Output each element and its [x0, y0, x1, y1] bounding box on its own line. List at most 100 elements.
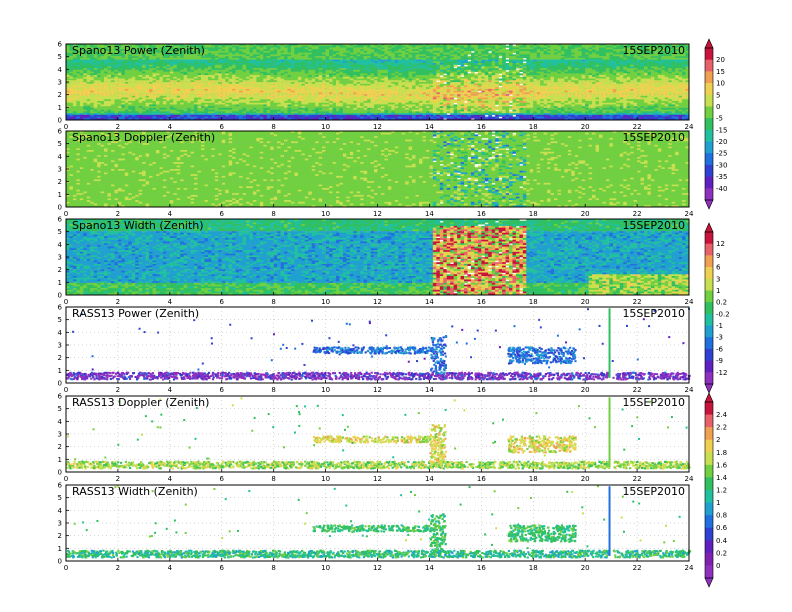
colorbar-swatch: [705, 290, 713, 302]
colorbar-swatch: [705, 118, 713, 130]
x-tick-label: 2: [116, 123, 120, 131]
colorbar-tick-label: 0: [716, 562, 720, 570]
panel-date: 15SEP2010: [622, 219, 685, 232]
colorbar-bottom-arrow: [705, 384, 713, 393]
y-tick-label: 1: [58, 104, 62, 112]
x-tick-label: 4: [168, 298, 173, 306]
x-tick-label: 18: [529, 123, 538, 131]
x-tick-label: 16: [477, 386, 486, 394]
panel-date: 15SEP2010: [622, 307, 685, 320]
x-tick-label: 24: [685, 123, 694, 131]
y-tick-label: 1: [58, 191, 62, 199]
colorbar-tick-label: 1: [716, 499, 720, 507]
x-tick-label: 10: [321, 210, 330, 218]
colorbar-bottom-arrow: [705, 578, 713, 587]
colorbar-tick-label: 12: [716, 240, 725, 248]
x-tick-label: 24: [685, 564, 694, 572]
colorbar-swatch: [705, 440, 713, 453]
panel-title: RASS13 Power (Zenith): [72, 307, 199, 320]
colorbar-tick-label: 10: [716, 80, 725, 88]
x-tick-label: 14: [425, 298, 434, 306]
x-tick-label: 22: [633, 386, 642, 394]
y-tick-label: 3: [58, 520, 62, 528]
x-tick-label: 20: [581, 210, 590, 218]
colorbar-swatch: [705, 60, 713, 72]
colorbar-tick-label: 0.4: [716, 537, 728, 545]
y-tick-label: 6: [58, 41, 63, 49]
y-tick-label: 0: [58, 204, 62, 212]
x-tick-label: 18: [529, 564, 538, 572]
colorbar-top-arrow: [705, 393, 713, 402]
y-tick-label: 3: [58, 254, 62, 262]
colorbar-swatch: [705, 244, 713, 256]
colorbar-swatch: [705, 402, 713, 415]
x-tick-label: 24: [685, 386, 694, 394]
x-tick-label: 16: [477, 210, 486, 218]
colorbar-swatch: [705, 71, 713, 83]
x-tick-label: 8: [271, 123, 275, 131]
y-tick-label: 1: [58, 367, 62, 375]
x-tick-label: 0: [64, 386, 68, 394]
colorbar-tick-label: -35: [716, 173, 727, 181]
x-tick-label: 14: [425, 210, 434, 218]
y-tick-label: 5: [58, 405, 62, 413]
colorbar-swatch: [705, 106, 713, 118]
x-tick-label: 12: [373, 564, 382, 572]
x-tick-label: 6: [220, 386, 225, 394]
x-tick-label: 2: [116, 564, 120, 572]
colorbar-tick-label: -30: [716, 161, 727, 169]
x-tick-label: 24: [685, 475, 694, 483]
x-tick-label: 0: [64, 564, 68, 572]
colorbar-tick-label: 0.8: [716, 512, 727, 520]
y-tick-label: 0: [58, 469, 62, 477]
y-tick-label: 2: [58, 178, 62, 186]
colorbar-swatch: [705, 48, 713, 60]
x-tick-label: 22: [633, 298, 642, 306]
x-tick-label: 16: [477, 564, 486, 572]
x-tick-label: 6: [220, 210, 225, 218]
x-tick-label: 6: [220, 298, 225, 306]
x-tick-label: 24: [685, 298, 694, 306]
y-tick-label: 6: [58, 216, 63, 224]
colorbar-tick-label: 1.8: [716, 449, 727, 457]
colorbar-tick-label: -15: [716, 126, 727, 134]
colorbar-swatch: [705, 490, 713, 503]
colorbar-swatch: [705, 279, 713, 291]
x-tick-label: 2: [116, 210, 120, 218]
colorbar-swatch: [705, 477, 713, 490]
colorbar-swatch: [705, 302, 713, 314]
x-tick-label: 12: [373, 298, 382, 306]
x-tick-label: 6: [220, 475, 225, 483]
panel-title: Spano13 Power (Zenith): [72, 44, 205, 57]
y-tick-label: 5: [58, 53, 62, 61]
x-tick-label: 12: [373, 210, 382, 218]
y-tick-label: 0: [58, 380, 62, 388]
colorbar-tick-label: 20: [716, 56, 725, 64]
y-tick-label: 6: [58, 393, 63, 401]
colorbar-tick-label: 9: [716, 252, 720, 260]
colorbar-swatch: [705, 465, 713, 478]
y-tick-label: 4: [58, 418, 63, 426]
colorbar-tick-label: 2: [716, 436, 720, 444]
colorbar-swatch: [705, 515, 713, 528]
colorbar-tick-label: -9: [716, 357, 723, 365]
colorbar-tick-label: 0.2: [716, 549, 727, 557]
y-tick-label: 3: [58, 79, 62, 87]
colorbar-bottom-arrow: [705, 200, 713, 209]
colorbar-tick-label: 0.6: [716, 524, 728, 532]
colorbar-swatch: [705, 349, 713, 361]
colorbar-swatch: [705, 427, 713, 440]
colorbar-tick-label: -25: [716, 150, 727, 158]
panel-date: 15SEP2010: [622, 485, 685, 498]
x-tick-label: 10: [321, 123, 330, 131]
colorbar-swatch: [705, 503, 713, 516]
y-tick-label: 0: [58, 117, 62, 125]
colorbar-tick-label: 1.4: [716, 474, 728, 482]
colorbar-tick-label: 1: [716, 287, 720, 295]
x-tick-label: 4: [168, 564, 173, 572]
